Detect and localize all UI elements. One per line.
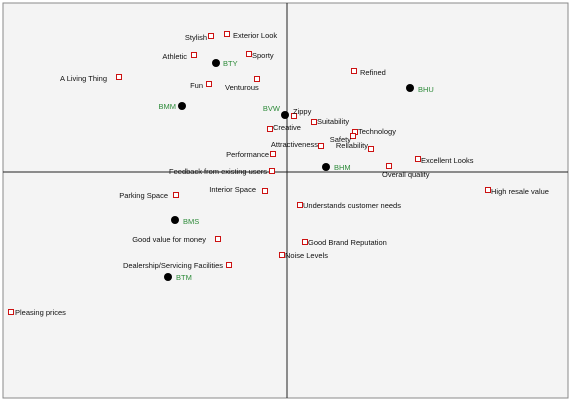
- attribute-marker-athletic: [191, 52, 197, 58]
- attribute-marker-interior-space: [262, 188, 268, 194]
- attribute-label-overall-quality: Overall quality: [382, 170, 430, 179]
- attribute-label-noise-levels: Noise Levels: [285, 251, 328, 260]
- brand-label-btm: BTM: [176, 273, 192, 282]
- attribute-marker-creative: [267, 126, 273, 132]
- attribute-label-reliability: Reliability: [336, 141, 368, 150]
- attribute-label-excellent-looks: Excellent Looks: [421, 156, 474, 165]
- brand-point-bmm: [178, 102, 186, 110]
- attribute-label-good-value-for-money: Good value for money: [132, 235, 206, 244]
- attribute-marker-exterior-look: [224, 31, 230, 37]
- attribute-marker-overall-quality: [386, 163, 392, 169]
- brand-label-bty: BTY: [223, 59, 238, 68]
- attribute-label-technology: Technology: [358, 127, 396, 136]
- attribute-label-good-brand-reputation: Good Brand Reputation: [308, 238, 387, 247]
- attribute-label-creative: Creative: [273, 123, 301, 132]
- brand-point-bhm: [322, 163, 330, 171]
- attribute-label-fun: Fun: [190, 81, 203, 90]
- attribute-label-exterior-look: Exterior Look: [233, 31, 277, 40]
- attribute-marker-sporty: [246, 51, 252, 57]
- attribute-marker-good-value-for-money: [215, 236, 221, 242]
- attribute-marker-noise-levels: [279, 252, 285, 258]
- attribute-label-athletic: Athletic: [162, 52, 187, 61]
- attribute-label-stylish: Stylish: [185, 33, 207, 42]
- attribute-label-refined: Refined: [360, 68, 386, 77]
- attribute-label-zippy: Zippy: [293, 107, 312, 116]
- attribute-label-venturous: Venturous: [225, 83, 259, 92]
- attribute-label-performance: Performance: [226, 150, 269, 159]
- brand-point-bty: [212, 59, 220, 67]
- attribute-marker-performance: [270, 151, 276, 157]
- brand-label-bvw: BVW: [263, 104, 281, 113]
- attribute-marker-stylish: [208, 33, 214, 39]
- attribute-label-attractiveness: Attractiveness: [271, 140, 318, 149]
- attribute-marker-excellent-looks: [415, 156, 421, 162]
- attribute-marker-understands-customer-needs: [297, 202, 303, 208]
- attribute-label-parking-space: Parking Space: [119, 191, 168, 200]
- attribute-marker-high-resale-value: [485, 187, 491, 193]
- attribute-label-pleasing-prices: Pleasing prices: [15, 308, 66, 317]
- brand-point-btm: [164, 273, 172, 281]
- attribute-points: Stylish Exterior Look Athletic Sporty A Livi…: [8, 31, 549, 317]
- attribute-marker-venturous: [254, 76, 260, 82]
- attribute-marker-dealership-servicing-facilities: [226, 262, 232, 268]
- attribute-marker-pleasing-prices: [8, 309, 14, 315]
- attribute-label-a-living-thing: A Living Thing: [60, 74, 107, 83]
- attribute-label-feedback-from-existing-users: Feedback from existing users: [169, 167, 267, 176]
- attribute-label-dealership-servicing-facilities: Dealership/Servicing Facilities: [123, 261, 223, 270]
- attribute-label-understands-customer-needs: Understands customer needs: [303, 201, 401, 210]
- attribute-marker-zippy: [291, 113, 297, 119]
- attribute-marker-fun: [206, 81, 212, 87]
- attribute-label-interior-space: Interior Space: [209, 185, 256, 194]
- attribute-marker-reliability: [368, 146, 374, 152]
- attribute-marker-feedback-from-existing-users: [269, 168, 275, 174]
- brand-point-bhu: [406, 84, 414, 92]
- brand-label-bhm: BHM: [334, 163, 351, 172]
- attribute-marker-good-brand-reputation: [302, 239, 308, 245]
- brand-label-bms: BMS: [183, 217, 199, 226]
- brand-label-bhu: BHU: [418, 85, 434, 94]
- attribute-marker-a-living-thing: [116, 74, 122, 80]
- attribute-marker-safety: [350, 133, 356, 139]
- attribute-label-suitability: Suitability: [317, 117, 349, 126]
- attribute-label-high-resale-value: High resale value: [491, 187, 549, 196]
- attribute-marker-parking-space: [173, 192, 179, 198]
- brand-point-bms: [171, 216, 179, 224]
- attribute-marker-suitability: [311, 119, 317, 125]
- attribute-label-sporty: Sporty: [252, 51, 274, 60]
- attribute-marker-refined: [351, 68, 357, 74]
- brand-label-bmm: BMM: [159, 102, 177, 111]
- brand-point-bvw: [281, 111, 289, 119]
- brand-points: BTY BHU BMM BVW BHM BMS BTM: [159, 59, 434, 282]
- attribute-marker-attractiveness: [318, 143, 324, 149]
- attribute-label-safety: Safety: [330, 135, 352, 144]
